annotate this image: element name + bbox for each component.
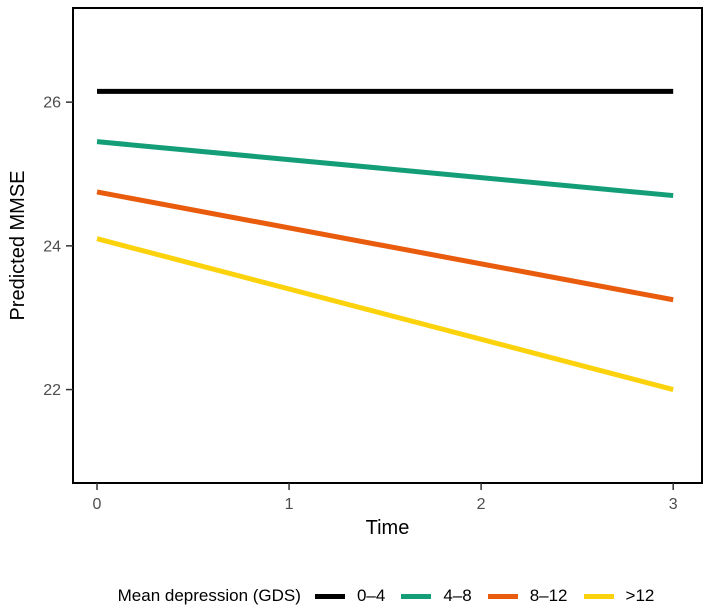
x-tick-label: 3 xyxy=(669,496,678,513)
series-line-4–8 xyxy=(96,139,674,199)
legend-item: >12 xyxy=(583,586,655,606)
y-tick-label: 24 xyxy=(43,238,61,255)
series-line->12 xyxy=(96,236,674,392)
x-axis-title: Time xyxy=(366,517,410,539)
legend-key-line xyxy=(487,593,518,599)
legend-key-line xyxy=(401,593,432,599)
legend-label: 0–4 xyxy=(356,586,386,605)
chart-legend: Mean depression (GDS) 0–4 4–8 8–12 >12 xyxy=(62,583,710,609)
x-tick-label: 2 xyxy=(477,496,486,513)
legend-label: 8–12 xyxy=(529,586,568,605)
legend-label: 4–8 xyxy=(443,586,472,605)
legend-label: >12 xyxy=(625,586,655,605)
legend-items: 0–4 4–8 8–12 >12 xyxy=(314,586,655,606)
legend-item: 8–12 xyxy=(487,586,568,606)
legend-key-line xyxy=(314,593,345,599)
legend-item: 0–4 xyxy=(314,586,386,606)
x-tick-label: 1 xyxy=(285,496,294,513)
y-axis-title: Predicted MMSE xyxy=(7,170,29,320)
y-tick-label: 26 xyxy=(43,95,61,112)
line-chart: 22 24 26 0 1 2 3 Time Predicted MMSE xyxy=(7,7,703,539)
x-tick-label: 0 xyxy=(93,496,102,513)
y-tick-label: 22 xyxy=(43,382,61,399)
series-line-8–12 xyxy=(96,189,674,303)
legend-title: Mean depression (GDS) xyxy=(117,586,301,605)
legend-item: 4–8 xyxy=(401,586,472,606)
legend-key-line xyxy=(583,593,614,599)
